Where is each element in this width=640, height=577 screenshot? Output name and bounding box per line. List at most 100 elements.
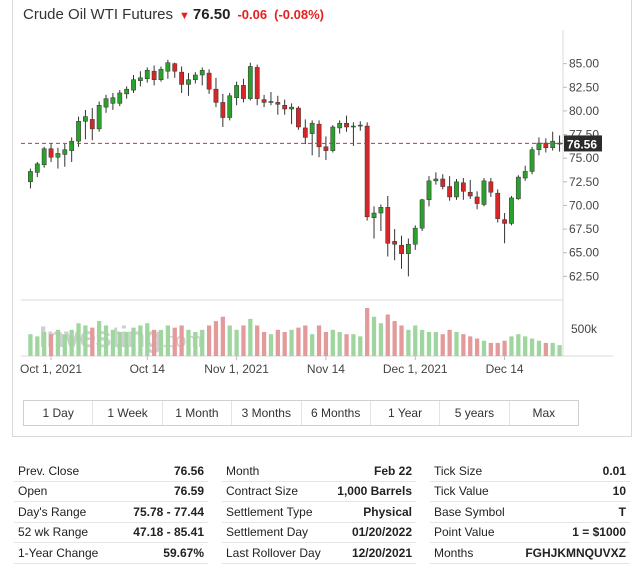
candle-body — [268, 101, 274, 103]
candle — [522, 165, 528, 181]
candle-body — [474, 196, 480, 204]
candle — [460, 178, 466, 200]
candle-body — [131, 79, 136, 91]
x-tick-label: Oct 1, 2021 — [20, 362, 82, 376]
volume-bar — [543, 342, 548, 356]
candle — [83, 109, 88, 140]
candle-body — [151, 70, 157, 80]
stat-base-symbol: Base Symbol T — [430, 502, 630, 523]
volume-bar — [351, 334, 356, 356]
y-tick-label: 75.00 — [569, 151, 599, 165]
candle-body — [323, 146, 329, 151]
candle — [247, 62, 253, 101]
volume-bar — [296, 327, 301, 356]
candle-body — [227, 95, 233, 118]
volume-bar — [131, 327, 136, 356]
volume-bar — [90, 327, 95, 356]
candle-body — [467, 191, 473, 197]
volume-bar — [365, 308, 370, 356]
candle-body — [96, 104, 102, 130]
volume-bar — [406, 329, 411, 356]
range-max-button[interactable]: Max — [532, 406, 556, 420]
candle — [261, 94, 267, 108]
range-1-week-button[interactable]: 1 Week — [93, 401, 163, 425]
candle — [254, 64, 260, 106]
range-1-day-button[interactable]: 1 Day — [24, 401, 94, 425]
volume-bar — [529, 338, 535, 356]
candle-body — [138, 77, 143, 81]
candle — [330, 125, 336, 153]
candle-body — [522, 171, 528, 179]
candle-body — [192, 74, 198, 80]
candle-body — [392, 241, 398, 245]
price-chart[interactable]: Investing.com85.0082.5080.0077.5075.0072… — [13, 0, 631, 400]
candle — [392, 229, 398, 261]
volume-bar — [97, 321, 102, 356]
stat-tick-size: Tick Size 0.01 — [430, 461, 630, 482]
stat-label: 52 wk Range — [18, 525, 89, 540]
stat-value: 10 — [612, 484, 626, 499]
candle — [495, 189, 501, 223]
candle — [220, 93, 226, 127]
volume-bar — [468, 336, 473, 356]
candle — [515, 175, 521, 200]
volume-bar — [440, 334, 445, 356]
volume-bar — [138, 325, 143, 356]
candle-body — [254, 67, 260, 99]
candle — [351, 122, 356, 146]
candle — [151, 65, 157, 86]
candle-body — [282, 104, 288, 110]
volume-bar — [206, 325, 212, 356]
x-tick-label: Nov 1, 2021 — [204, 362, 269, 376]
range-6-months-button[interactable]: 6 Months — [302, 401, 371, 425]
candle-body — [179, 71, 184, 85]
volume-bar — [557, 345, 562, 356]
stat-settlement-day: Settlement Day 01/20/2022 — [222, 523, 416, 543]
range-1-year-button[interactable]: 1 Year — [371, 401, 441, 425]
candle — [481, 178, 487, 207]
candle — [96, 101, 102, 132]
candle — [357, 121, 363, 131]
y-tick-label: 85.00 — [569, 57, 599, 71]
candle-body — [399, 244, 404, 254]
volume-bar — [76, 323, 81, 356]
volume-bar — [110, 329, 116, 356]
candle-body — [261, 99, 267, 103]
candle-body — [330, 126, 336, 151]
stat-value: 0.01 — [602, 463, 626, 478]
candle-body — [62, 149, 68, 155]
volume-bar — [413, 325, 418, 356]
candle — [34, 161, 40, 178]
candle-body — [89, 119, 95, 130]
candle — [316, 120, 322, 158]
volume-bar — [248, 318, 253, 356]
volume-bar — [165, 325, 171, 356]
candle-body — [378, 207, 384, 214]
volume-bar — [474, 338, 480, 356]
range-5-years-button[interactable]: 5 years — [440, 401, 510, 425]
volume-bar — [103, 325, 109, 356]
volume-bar — [28, 334, 33, 356]
volume-bar — [158, 329, 164, 356]
candle — [426, 176, 432, 207]
candle-body — [41, 148, 47, 166]
volume-bar — [186, 329, 191, 356]
stat-value: Feb 22 — [373, 463, 412, 478]
range-1-month-button[interactable]: 1 Month — [163, 401, 233, 425]
volume-bar — [145, 323, 150, 356]
candle — [172, 62, 178, 78]
stat-contract-size: Contract Size 1,000 Barrels — [222, 482, 416, 502]
stat-label: Day's Range — [18, 504, 87, 519]
candle — [213, 77, 219, 108]
candle-body — [502, 219, 507, 224]
candle-body — [247, 66, 253, 99]
candle — [41, 146, 47, 168]
candle-body — [165, 62, 171, 72]
candle — [433, 172, 439, 185]
candle-body — [364, 125, 370, 218]
range-3-months-button[interactable]: 3 Months — [232, 401, 302, 425]
candle-body — [241, 85, 246, 99]
price-change: -0.06 — [237, 7, 268, 22]
candle-body — [234, 85, 239, 98]
candle — [62, 144, 68, 167]
